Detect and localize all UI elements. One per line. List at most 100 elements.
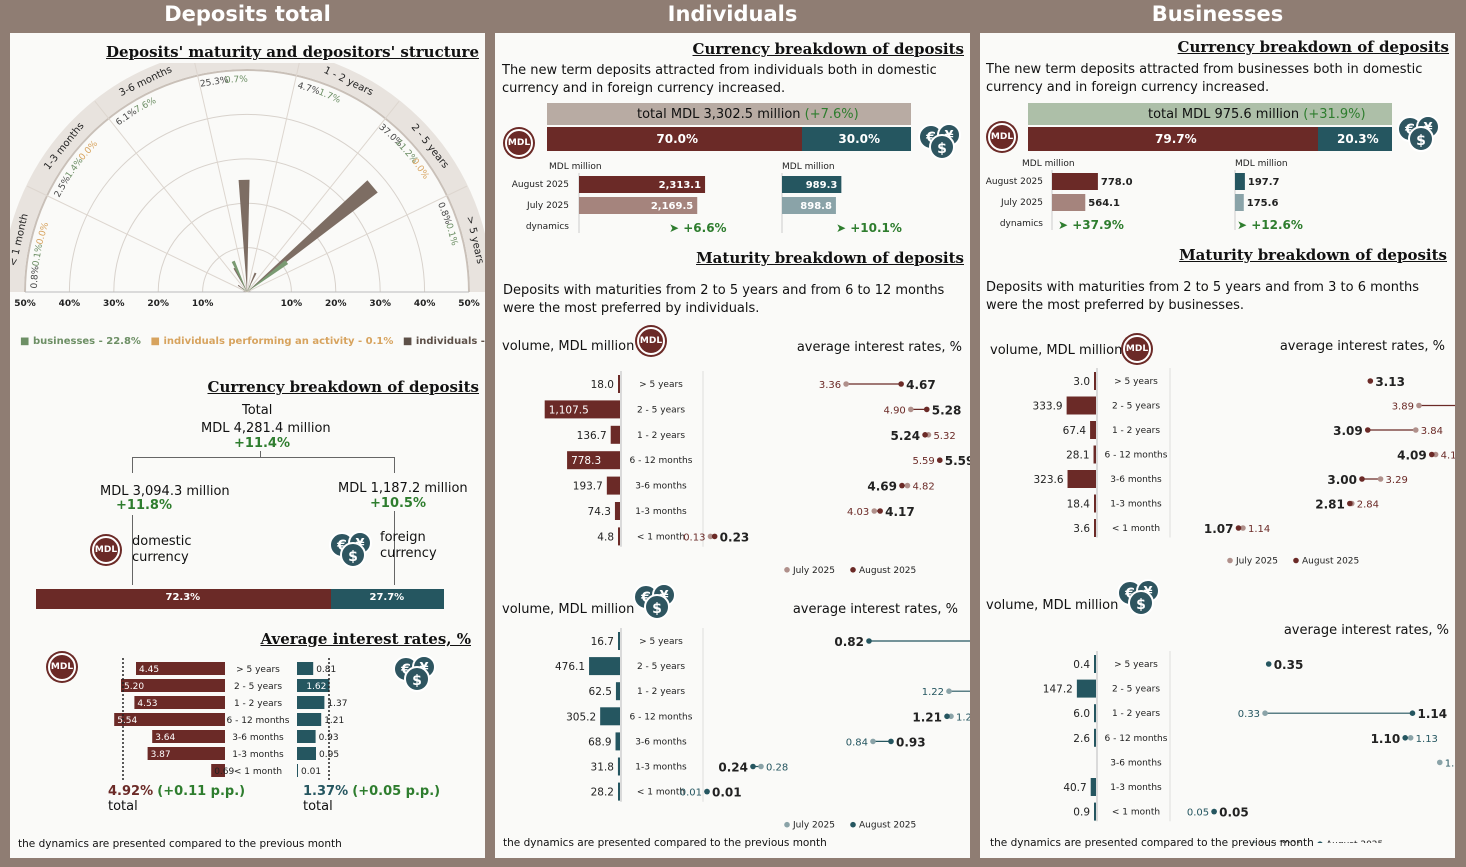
- foreign-label: foreign currency: [380, 530, 437, 561]
- volume-bar: [1094, 728, 1096, 747]
- rate-label-july: 0.28: [766, 763, 788, 774]
- rate-label-july: 4.15: [1441, 451, 1455, 462]
- polar-separator: [246, 100, 400, 293]
- polar-bar: [247, 285, 251, 292]
- domestic-change: +11.8%: [116, 498, 172, 513]
- rate-point-july: [871, 508, 878, 514]
- unit-label: MDL million: [1022, 159, 1075, 169]
- polar-axis-label: 20%: [325, 299, 347, 309]
- bus-mdl-icon-2: MDL: [1123, 335, 1151, 363]
- rate-point-july: [870, 738, 876, 745]
- bus-fx-icon: € ¥ $: [1397, 115, 1440, 152]
- maturity-category-label: 6 - 12 months: [1105, 734, 1168, 744]
- maturity-category-label: 1-3 months: [1110, 500, 1162, 510]
- svg-text:$: $: [412, 673, 422, 689]
- fx-rate-label: 1.37: [327, 699, 347, 709]
- rate-point-july: [758, 763, 764, 770]
- polar-axis-label: 30%: [103, 299, 125, 309]
- mdl-icon-rates: MDL: [48, 653, 76, 681]
- volume-label: 778.3: [571, 455, 601, 467]
- legend-july-label: July 2025: [1259, 840, 1302, 843]
- maturity-category-label: < 1 month: [1112, 808, 1160, 818]
- polar-bar: [231, 260, 247, 292]
- mdl-rate-label: 5.20: [124, 682, 144, 692]
- rate-label-august: 5.24: [890, 429, 920, 443]
- volume-label: 3.0: [1073, 376, 1090, 388]
- rate-point-august: [923, 406, 930, 413]
- bus-total-label: total MDL 975.6 million (+31.9%): [1148, 107, 1366, 122]
- row-label: August 2025: [986, 177, 1043, 187]
- bus-total-bar: [1028, 103, 1392, 125]
- mdl-rate-label: 0.69: [214, 767, 234, 777]
- ind-share-bar-mdl: [547, 127, 802, 151]
- maturity-category-label: > 5 years: [1114, 377, 1158, 387]
- bus-volume-label-fx: volume, MDL million: [986, 598, 1119, 613]
- rate-label-august: 1.07: [1204, 522, 1234, 536]
- mdl-rate-label: 5.54: [117, 716, 137, 726]
- volume-bar: [615, 682, 620, 701]
- rate-point-august: [899, 482, 905, 489]
- mdl-rate-label: 3.64: [155, 733, 175, 743]
- rate-label-august: 5.59: [945, 454, 970, 468]
- legend-august-label: August 2025: [1326, 840, 1383, 843]
- polar-axis-label: 10%: [281, 299, 303, 309]
- volume-bar: [1094, 372, 1096, 390]
- legend-august-label: August 2025: [859, 566, 916, 576]
- ind-rates-label-fx: average interest rates, %: [792, 602, 958, 617]
- volume-label: 333.9: [1033, 401, 1063, 413]
- footnote-individuals: the dynamics are presented compared to t…: [503, 837, 827, 849]
- rate-label-august: 1.10: [1371, 732, 1401, 746]
- svg-text:€: €: [1404, 122, 1415, 138]
- svg-text:€: €: [1124, 586, 1135, 602]
- rate-label-july: 5.32: [933, 431, 955, 442]
- rate-label-august: 3.00: [1327, 473, 1357, 487]
- rate-label-august: 4.17: [885, 505, 915, 519]
- mdl-rate-bar: [147, 747, 225, 760]
- rate-category-label: 1-3 months: [232, 750, 284, 760]
- rate-point-august: [888, 738, 894, 745]
- maturity-category-label: 6 - 12 months: [1105, 451, 1168, 461]
- volume-label: 6.0: [1073, 708, 1090, 720]
- rate-point-july: [1240, 525, 1246, 531]
- share-bar-domestic: [36, 589, 331, 609]
- ind-total-bar: [547, 103, 911, 125]
- legend-july-label: July 2025: [1235, 557, 1278, 567]
- rate-point-august: [1347, 500, 1353, 507]
- rate-label-august: 0.82: [834, 635, 864, 649]
- fx-total-rate: 1.37% (+0.05 p.p.): [303, 784, 441, 799]
- mdl-total-word: total: [108, 799, 138, 814]
- fx-currency-bar: [782, 176, 842, 193]
- legend-august-dot: [850, 567, 856, 573]
- fx-dynamics: ➤ +12.6%: [1237, 218, 1303, 232]
- rate-point-august: [936, 457, 943, 463]
- bus-maturity-title: Maturity breakdown of deposits: [1179, 246, 1447, 264]
- fx-rate-label: 1.62: [306, 682, 326, 692]
- maturity-category-label: 2 - 5 years: [1112, 402, 1160, 412]
- rate-label-august: 5.28: [932, 403, 962, 417]
- maturity-category-label: 3-6 months: [635, 482, 687, 492]
- share-domestic-label: 72.3%: [165, 592, 201, 603]
- volume-bar: [1090, 778, 1096, 796]
- ind-description: The new term deposits attracted from ind…: [502, 63, 937, 96]
- maturity-category-label: 3-6 months: [1110, 475, 1162, 485]
- fx-total-word: total: [303, 799, 333, 814]
- polar-bar: [247, 180, 378, 292]
- rate-label-july: 4.03: [847, 507, 869, 518]
- rate-label-july: 1.14: [1248, 524, 1270, 535]
- legend-august-dot: [1293, 557, 1299, 564]
- tree-hline: [132, 457, 394, 458]
- fx-currency-bar: [1235, 173, 1245, 190]
- unit-label: MDL million: [782, 162, 835, 172]
- volume-bar: [600, 707, 620, 726]
- rate-point-august: [898, 381, 904, 387]
- volume-label: 2.6: [1073, 733, 1090, 745]
- ind-maturity-text: Deposits with maturities from 2 to 5 yea…: [503, 283, 945, 316]
- rate-point-july: [1412, 427, 1419, 433]
- fx-rate-label: 0.81: [316, 665, 336, 675]
- rate-label-july: 1.29: [1445, 758, 1455, 769]
- rate-category-label: > 5 years: [236, 665, 280, 675]
- ind-share-fx-label: 30.0%: [838, 132, 881, 146]
- footnote-left: the dynamics are presented compared to t…: [18, 838, 342, 850]
- rate-point-august: [1402, 735, 1408, 741]
- ind-volume-label-mdl: volume, MDL million: [502, 339, 635, 354]
